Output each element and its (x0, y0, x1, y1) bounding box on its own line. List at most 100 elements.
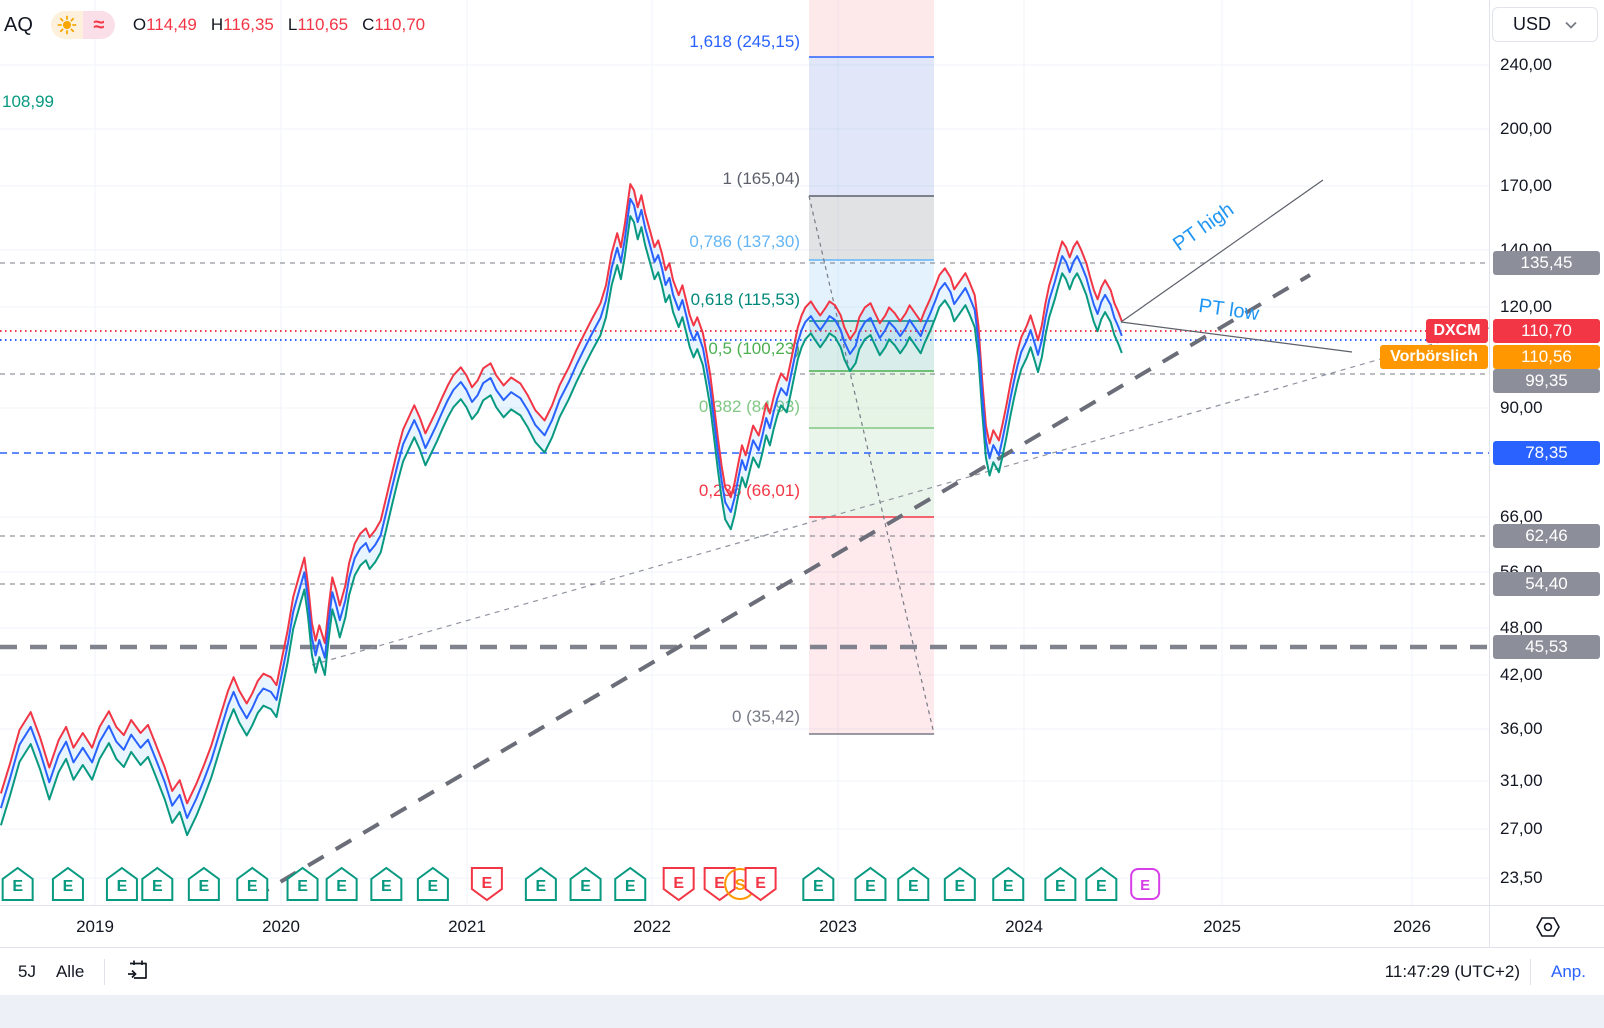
price-line-tag-dxcm[interactable]: DXCM (1426, 319, 1488, 343)
year-label-2022[interactable]: 2022 (633, 917, 671, 936)
earnings-marker-beat[interactable]: E (992, 866, 1025, 901)
series-projected-low (0, 215, 1123, 837)
fib-level-label: 0,236 (66,01) (699, 481, 800, 500)
fib-zone[interactable] (809, 517, 934, 734)
pt-high-line[interactable] (1120, 179, 1324, 323)
price-axis-badge[interactable]: 110,56 (1493, 345, 1600, 369)
earnings-marker-beat[interactable]: E (897, 866, 930, 901)
price-axis-tick: 240,00 (1500, 55, 1552, 74)
clock-label[interactable]: 11:47:29 (UTC+2) (1384, 962, 1521, 981)
earnings-marker-beat[interactable]: E (854, 866, 887, 901)
currency-dropdown[interactable]: USD (1492, 7, 1598, 42)
fib-zone[interactable] (809, 321, 934, 371)
fib-zone[interactable] (809, 371, 934, 428)
svg-text:E: E (813, 878, 824, 895)
fib-zone[interactable] (809, 0, 934, 57)
earnings-marker-beat[interactable]: E (187, 866, 220, 901)
svg-text:E: E (908, 878, 919, 895)
earnings-marker-beat[interactable]: E (416, 866, 449, 901)
svg-text:E: E (625, 878, 636, 895)
low-key: L (287, 15, 298, 34)
earnings-marker-beat[interactable]: E (141, 866, 174, 901)
range-5j-button[interactable]: 5J (18, 962, 36, 981)
earnings-marker-beat[interactable]: E (51, 866, 84, 901)
pt-annotation[interactable]: PT low (1197, 295, 1261, 325)
chart-area[interactable]: 1,618 (245,15) 1 (165,04) 0,786 (137,30) 0,… (0, 0, 1489, 905)
fib-level-label: 0,786 (137,30) (689, 232, 800, 251)
earnings-marker-beat[interactable]: E (569, 866, 602, 901)
earnings-marker-beat[interactable]: E (236, 866, 269, 901)
svg-text:E: E (199, 878, 210, 895)
year-label-2025[interactable]: 2025 (1203, 917, 1241, 936)
indicator-value: 108,99 (2, 92, 54, 111)
earnings-marker-beat[interactable]: E (802, 866, 835, 901)
earnings-marker-miss[interactable]: E (744, 867, 777, 902)
chart-header: AQ ≈ O114,49 H116,35 L110,65 C110,70 (4, 11, 425, 39)
svg-text:E: E (336, 878, 347, 895)
earnings-marker-beat[interactable]: E (614, 866, 647, 901)
price-axis-badge[interactable]: 99,35 (1493, 369, 1600, 393)
earnings-marker-beat[interactable]: E (1085, 866, 1118, 901)
earnings-marker-beat[interactable]: E (943, 866, 976, 901)
toolbar-divider (104, 959, 106, 985)
svg-text:E: E (117, 878, 128, 895)
fib-level-label: 1 (165,04) (723, 169, 801, 188)
price-axis-badge[interactable]: 62,46 (1493, 524, 1600, 548)
price-axis-badge[interactable]: 78,35 (1493, 441, 1600, 465)
fib-zone[interactable] (809, 428, 934, 517)
earnings-marker-future[interactable]: (E (1130, 868, 1161, 900)
fib-zone[interactable] (809, 196, 934, 260)
symbol-fragment[interactable]: AQ (4, 13, 33, 36)
fib-level-label: 0,5 (100,23) (708, 339, 800, 358)
sun-icon (50, 11, 83, 39)
svg-text:E: E (1140, 877, 1150, 894)
svg-text:E: E (954, 878, 965, 895)
range-alle-button[interactable]: Alle (55, 962, 85, 981)
series-close (0, 197, 1123, 819)
close-key: C (362, 15, 375, 34)
pt-low-line[interactable] (1120, 321, 1353, 353)
goto-date-button[interactable] (115, 953, 161, 992)
price-axis[interactable]: 240,00 200,00 170,00 140,00 120,00 90,00 66,00… (1489, 0, 1604, 905)
price-axis-tick: 23,50 (1500, 868, 1543, 887)
earnings-marker-beat[interactable]: E (370, 866, 403, 901)
svg-text:E: E (1055, 878, 1066, 895)
year-label-2019[interactable]: 2019 (76, 917, 114, 936)
chevron-down-icon (1565, 21, 1577, 29)
earnings-marker-miss[interactable]: E (470, 867, 503, 902)
price-axis-tick: 42,00 (1500, 665, 1543, 684)
svg-text:E: E (865, 878, 876, 895)
price-chart-svg: 1,618 (245,15) 1 (165,04) 0,786 (137,30) 0,… (0, 0, 1489, 905)
earnings-marker-miss[interactable]: E (662, 867, 695, 902)
price-axis-badge[interactable]: 45,53 (1493, 635, 1600, 659)
svg-text:E: E (482, 875, 493, 892)
earnings-marker-beat[interactable]: E (286, 866, 319, 901)
price-axis-tick: 200,00 (1500, 119, 1552, 138)
year-label-2026[interactable]: 2026 (1393, 917, 1431, 936)
major-support-trendline[interactable] (251, 273, 1312, 900)
earnings-marker-beat[interactable]: E (1, 866, 34, 901)
minor-support-trendline[interactable] (311, 327, 1489, 666)
adjust-button[interactable]: Anp. (1551, 962, 1586, 981)
market-status-pill[interactable]: ≈ (50, 11, 115, 39)
price-axis-badge[interactable]: 135,45 (1493, 251, 1600, 275)
earnings-marker-beat[interactable]: E (105, 866, 138, 901)
svg-text:E: E (152, 878, 163, 895)
earnings-marker-beat[interactable]: E (524, 866, 557, 901)
year-label-2020[interactable]: 2020 (262, 917, 300, 936)
earnings-marker-beat[interactable]: E (325, 866, 358, 901)
year-label-2024[interactable]: 2024 (1005, 917, 1043, 936)
price-axis-badge[interactable]: 110,70 (1493, 319, 1600, 343)
price-axis-tick: 31,00 (1500, 771, 1543, 790)
price-axis-badge[interactable]: 54,40 (1493, 572, 1600, 596)
time-axis[interactable]: 2019 2020 2021 2022 2023 2024 2025 2026 (0, 905, 1489, 948)
axis-corner[interactable] (1489, 905, 1604, 948)
earnings-marker-beat[interactable]: E (1044, 866, 1077, 901)
price-line-tag-vorbörslich[interactable]: Vorbörslich (1380, 345, 1488, 369)
year-label-2023[interactable]: 2023 (819, 917, 857, 936)
hexagon-eye-icon[interactable] (1535, 914, 1561, 940)
fib-zone[interactable] (809, 57, 934, 196)
year-label-2021[interactable]: 2021 (448, 917, 486, 936)
svg-text:E: E (428, 878, 439, 895)
